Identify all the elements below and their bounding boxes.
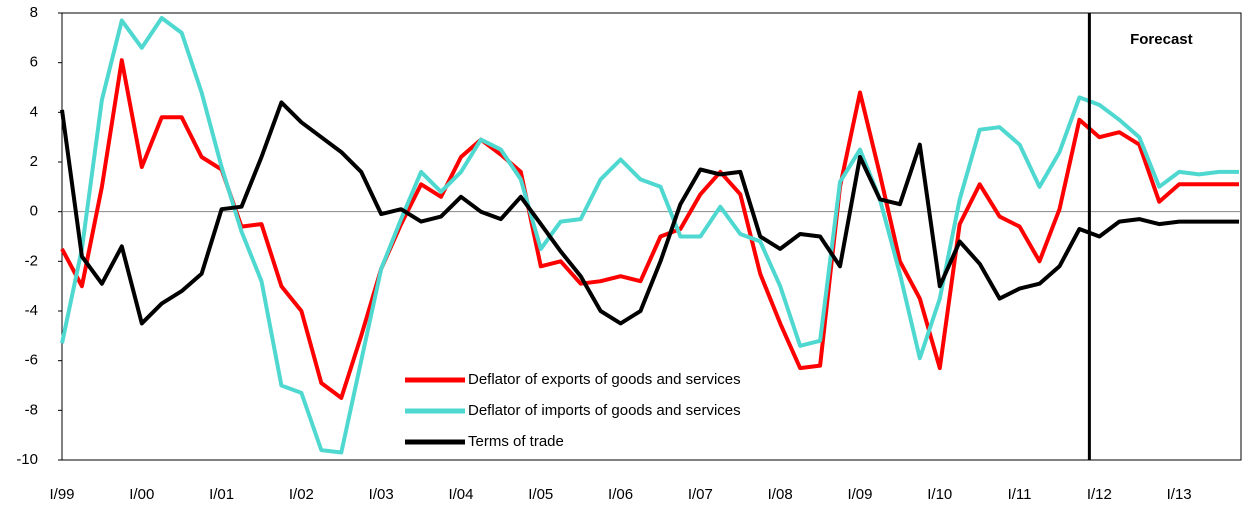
- y-tick-label: -2: [25, 252, 38, 269]
- y-tick-label: -4: [25, 302, 38, 319]
- series-line: [60, 16, 1239, 455]
- y-tick-label: -8: [25, 401, 38, 418]
- y-tick-label: -10: [16, 451, 38, 468]
- legend-label: Deflator of exports of goods and service…: [468, 371, 741, 388]
- x-tick-label: I/00: [129, 486, 154, 503]
- x-tick-label: I/06: [608, 486, 633, 503]
- x-tick-label: I/09: [847, 486, 872, 503]
- x-tick-label: I/11: [1008, 486, 1032, 503]
- x-tick-label: I/01: [209, 486, 234, 503]
- legend-label: Terms of trade: [468, 433, 564, 450]
- x-tick-label: I/02: [289, 486, 314, 503]
- y-tick-label: 2: [30, 153, 38, 170]
- x-tick-label: I/99: [49, 486, 74, 503]
- x-tick-label: I/13: [1167, 486, 1192, 503]
- plot-area: [61, 12, 1242, 461]
- y-tick-label: 6: [30, 54, 38, 71]
- series-line: [60, 100, 1239, 326]
- series-line: [60, 58, 1239, 400]
- y-tick-label: -6: [25, 352, 38, 369]
- x-tick-label: I/07: [688, 486, 713, 503]
- y-tick-label: 8: [30, 4, 38, 21]
- x-tick-label: I/04: [448, 486, 473, 503]
- forecast-label: Forecast: [1130, 31, 1193, 48]
- legend-label: Deflator of imports of goods and service…: [468, 402, 741, 419]
- y-tick-label: 4: [30, 103, 38, 120]
- x-tick-label: I/10: [927, 486, 952, 503]
- x-tick-label: I/05: [528, 486, 553, 503]
- x-tick-label: I/03: [369, 486, 394, 503]
- x-tick-label: I/08: [768, 486, 793, 503]
- y-tick-label: 0: [30, 203, 38, 220]
- x-tick-label: I/12: [1087, 486, 1112, 503]
